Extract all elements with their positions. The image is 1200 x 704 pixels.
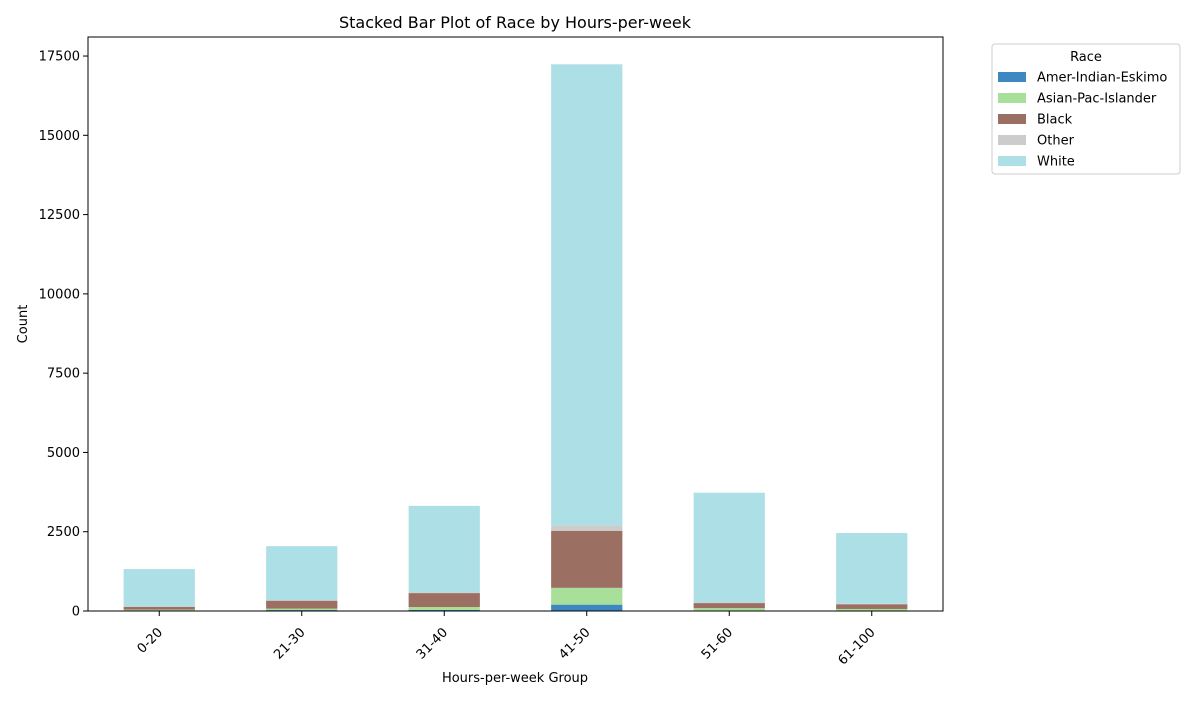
y-tick-label: 10000 [39,287,80,302]
legend-swatch [998,135,1026,145]
bar-segment [694,603,765,608]
bar-segment [836,533,907,604]
bar-segment [836,604,907,609]
bar-segment [551,531,622,588]
legend-swatch [998,72,1026,82]
bar-segment [124,569,195,606]
legend-entry: Other [1037,134,1075,149]
bar-segment [409,593,480,607]
bar-segment [551,588,622,605]
bar-segment [266,609,337,610]
bar-segment [266,600,337,601]
x-tick-label: 31-40 [414,625,451,662]
bar-segment [266,601,337,609]
y-tick-label: 7500 [47,367,80,382]
bar-segment [694,602,765,603]
bar-segment [124,610,195,611]
y-tick-label: 17500 [39,50,80,65]
bar-segment [409,592,480,593]
x-tick-label: 0-20 [135,625,166,656]
bar-segment [124,607,195,610]
bar-segment [694,608,765,610]
bar-segment [551,64,622,525]
legend-entry: Asian-Pac-Islander [1037,92,1157,107]
x-tick-label: 51-60 [699,625,736,662]
legend: Race Amer-Indian-Eskimo Asian-Pac-Islande… [992,44,1180,174]
plot-frame [88,37,943,611]
x-tick-label: 41-50 [556,625,593,662]
legend-entry: White [1037,155,1075,170]
y-tick-label: 15000 [39,129,80,144]
y-tick-label: 0 [72,605,80,620]
bar-segment [551,605,622,611]
legend-swatch [998,93,1026,103]
bar-segment [409,506,480,592]
legend-entry: Black [1037,113,1073,128]
x-axis-label: Hours-per-week Group [442,671,588,686]
bar-segment [551,525,622,530]
y-tick-label: 5000 [47,446,80,461]
y-axis-label: Count [16,305,31,344]
legend-title: Race [1070,50,1102,65]
bars-group [124,64,908,611]
bar-segment [266,546,337,600]
chart-title: Stacked Bar Plot of Race by Hours-per-we… [339,13,692,32]
legend-entry: Amer-Indian-Eskimo [1037,71,1167,86]
bar-segment [694,493,765,603]
x-tick-label: 61-100 [835,625,878,668]
legend-swatch [998,114,1026,124]
y-tick-label: 12500 [39,208,80,223]
bar-segment [836,609,907,611]
legend-swatch [998,156,1026,166]
y-tick-label: 2500 [47,525,80,540]
bar-segment [409,607,480,610]
x-tick-label: 21-30 [271,625,308,662]
